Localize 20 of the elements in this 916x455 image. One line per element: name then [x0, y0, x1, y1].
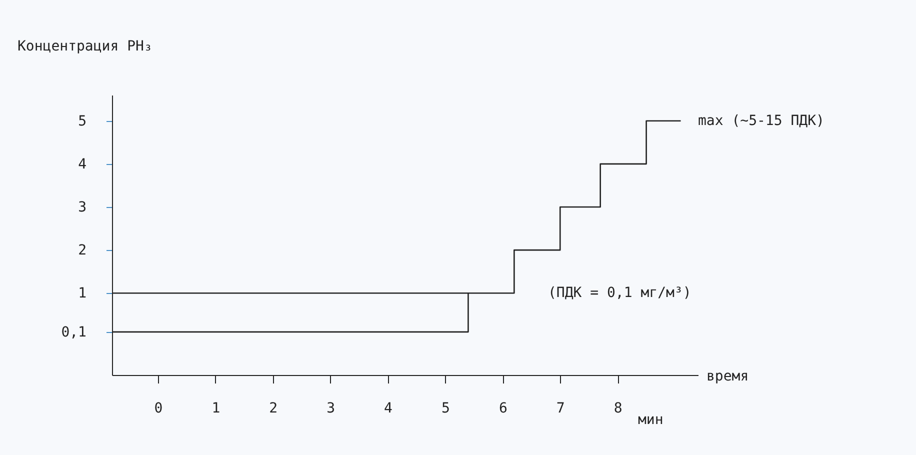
y-tick-label: 1	[78, 286, 86, 302]
annotation: (ПДК = 0,1 мг/м³)	[548, 285, 692, 301]
y-tick-label: 4	[78, 156, 86, 172]
x-tick-label: 1	[212, 400, 220, 416]
x-tick-label: 7	[556, 400, 565, 416]
y-tick-label: 5	[78, 113, 86, 130]
y-axis-title: Концентрация PH₃	[18, 38, 152, 54]
y-tick-label: 2	[78, 242, 86, 259]
x-tick-label: 6	[498, 400, 508, 416]
x-tick-label: 0	[154, 400, 163, 416]
y-tick-label: 3	[78, 200, 86, 216]
x-tick-label: 3	[326, 400, 336, 416]
x-axis-title: время	[706, 368, 749, 384]
x-tick-label: 4	[384, 400, 392, 416]
text: мин	[638, 412, 664, 428]
x-tick-label: 5	[441, 400, 450, 416]
x-tick-label: 2	[269, 400, 278, 416]
x-tick-label: 8	[614, 400, 622, 416]
annotation: max (~5-15 ПДК)	[698, 113, 824, 129]
y-tick-label: 0,1	[61, 324, 86, 340]
